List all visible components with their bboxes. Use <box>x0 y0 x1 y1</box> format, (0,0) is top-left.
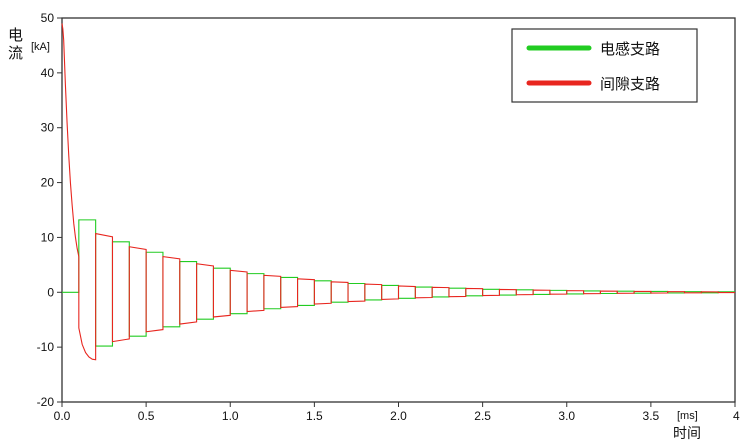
y-tick-label: -20 <box>37 395 55 409</box>
y-axis-label-char-1: 电 <box>8 26 23 44</box>
x-tick-label: 2.0 <box>390 409 407 423</box>
x-tick-label: 0.0 <box>54 409 71 423</box>
x-tick-label: 0.5 <box>138 409 155 423</box>
y-tick-label: 20 <box>41 176 55 190</box>
legend: 电感支路 间隙支路 <box>511 28 698 103</box>
y-tick-label: 50 <box>41 11 55 25</box>
x-axis-label: 时间 <box>673 426 701 441</box>
y-axis-label-char-2: 流 <box>8 44 23 62</box>
y-tick-label: 30 <box>41 121 55 135</box>
y-axis-label: 电 流 <box>8 26 23 62</box>
x-tick-label: 4.0 <box>733 409 740 423</box>
x-tick-label: 1.0 <box>222 409 239 423</box>
y-axis-unit: [kA] <box>31 41 50 53</box>
series-layer <box>61 23 736 361</box>
legend-box <box>511 28 698 103</box>
x-tick-label: 2.5 <box>474 409 491 423</box>
y-tick-label: 40 <box>41 66 55 80</box>
axis-ticks: -20 -10 0 10 20 30 40 50 0.0 0.5 1.0 1.5 2.0 2.5 3.0 3.… <box>37 11 740 423</box>
y-tick-label: 10 <box>41 230 55 244</box>
x-axis-unit: [ms] <box>677 410 698 422</box>
x-tick-label: 1.5 <box>306 409 323 423</box>
x-tick-label: 3.5 <box>643 409 660 423</box>
y-tick-label: -10 <box>37 340 55 354</box>
x-tick-label: 3.0 <box>558 409 575 423</box>
legend-label-gap-branch: 间隙支路 <box>600 75 660 93</box>
legend-label-inductor-branch: 电感支路 <box>600 40 660 58</box>
series-line-gap-branch <box>61 23 736 361</box>
y-tick-label: 0 <box>47 285 54 299</box>
